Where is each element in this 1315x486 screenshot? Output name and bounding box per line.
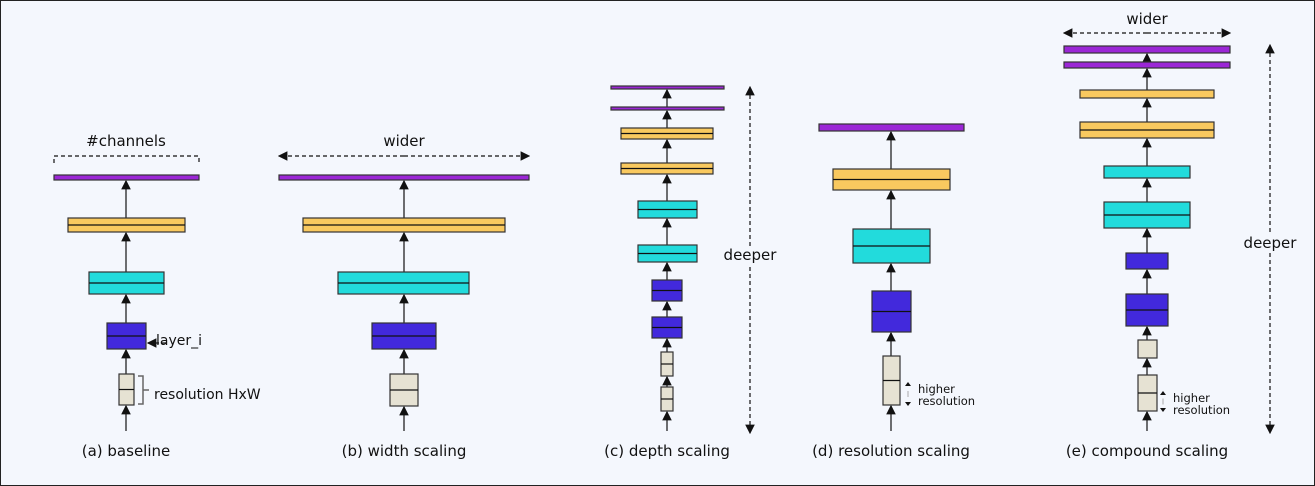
- wider-label-e: wider: [1126, 10, 1168, 28]
- layer-block-layer-2: [1125, 252, 1169, 270]
- layer-block-top-layer: [1063, 45, 1231, 54]
- deeper-label-c: deeper: [721, 246, 779, 264]
- layer-block-top-layer: [53, 174, 200, 181]
- caption-b: (b) width scaling: [341, 442, 467, 460]
- caption-e: (e) compound scaling: [1065, 442, 1229, 460]
- wider-label-b: wider: [383, 132, 425, 150]
- channels-label: #channels: [86, 132, 166, 150]
- caption-c: (c) depth scaling: [604, 442, 730, 460]
- resolution-down-arrow: [1160, 408, 1166, 412]
- higher-label-d: higher: [918, 382, 955, 396]
- layer-block-top-layer: [278, 174, 530, 181]
- higher-label-e: higher: [1173, 391, 1210, 405]
- layer-block-top-layer: [818, 123, 965, 132]
- resolution-bracket: [138, 375, 149, 405]
- layer-block-top-layer: [1063, 61, 1231, 69]
- resolution-up-arrow: [905, 382, 911, 386]
- layer-label: layer_i: [156, 333, 203, 349]
- layer-block-input: [1137, 339, 1158, 359]
- channels-bracket: [53, 155, 200, 163]
- resolution-down-arrow: [905, 402, 911, 406]
- resolution-label-d: resolution: [918, 394, 976, 408]
- caption-d: (d) resolution scaling: [812, 442, 970, 460]
- layer-block-layer-4: [1079, 89, 1215, 99]
- layer-block-layer-3: [1103, 165, 1191, 179]
- layer-block-top-layer: [610, 85, 725, 90]
- resolution-label: resolution HxW: [154, 387, 261, 403]
- deeper-label-e: deeper: [1241, 234, 1299, 252]
- resolution-label-e: resolution: [1173, 403, 1231, 417]
- layer-block-top-layer: [610, 106, 725, 111]
- caption-a: (a) baseline: [81, 442, 171, 460]
- resolution-up-arrow: [1160, 391, 1166, 395]
